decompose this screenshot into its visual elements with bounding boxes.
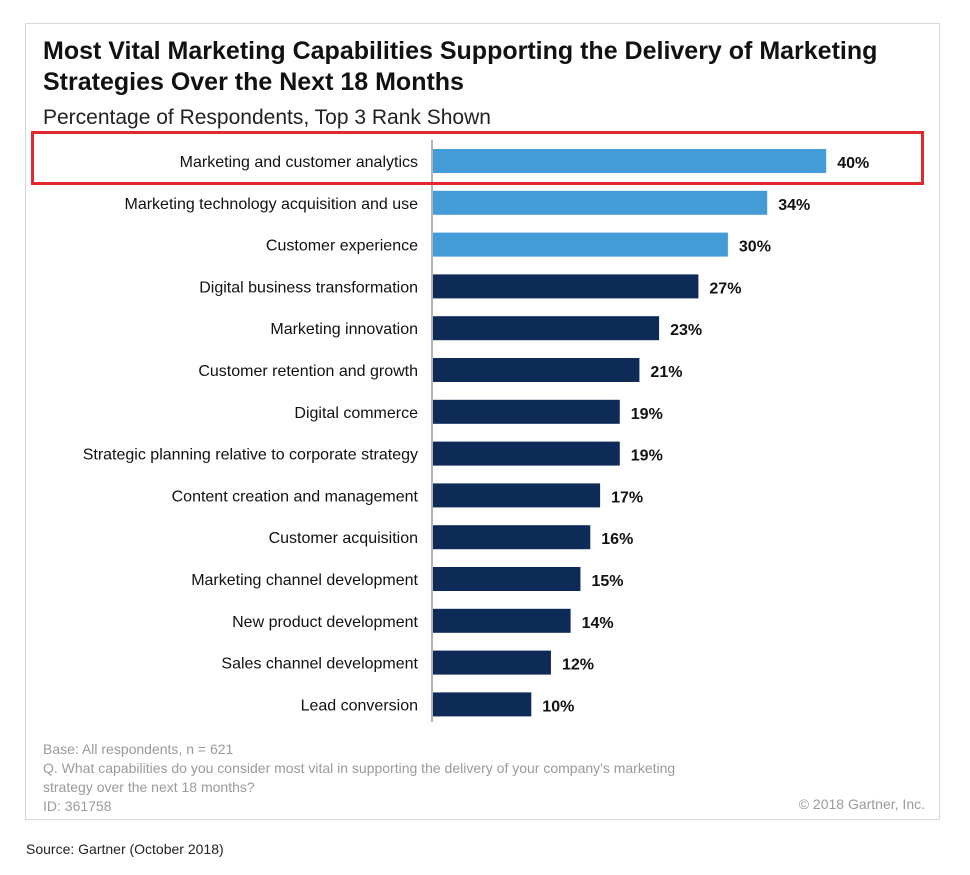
bar bbox=[433, 399, 620, 424]
question-line-2: strategy over the next 18 months? bbox=[43, 779, 255, 795]
bar bbox=[433, 232, 728, 257]
value-label: 14% bbox=[582, 615, 614, 632]
category-label: Content creation and management bbox=[172, 488, 419, 505]
value-label: 23% bbox=[670, 322, 702, 339]
bar bbox=[433, 650, 551, 675]
bar bbox=[433, 441, 620, 466]
value-label: 12% bbox=[562, 657, 594, 674]
category-label: Marketing technology acquisition and use bbox=[124, 196, 418, 213]
value-label: 10% bbox=[542, 698, 574, 715]
bar bbox=[433, 483, 601, 508]
value-label: 15% bbox=[591, 573, 623, 590]
value-label: 34% bbox=[778, 197, 810, 214]
value-label: 21% bbox=[650, 364, 682, 381]
category-label: Lead conversion bbox=[301, 697, 418, 714]
value-label: 27% bbox=[709, 280, 741, 297]
source-note: Source: Gartner (October 2018) bbox=[26, 841, 224, 857]
bar bbox=[433, 149, 827, 173]
value-label: 16% bbox=[601, 531, 633, 548]
bar bbox=[433, 567, 581, 591]
category-label: Customer experience bbox=[266, 238, 418, 255]
category-label: Sales channel development bbox=[221, 656, 418, 673]
bar bbox=[433, 358, 640, 382]
value-label: 19% bbox=[631, 406, 663, 423]
category-label: Customer retention and growth bbox=[198, 363, 418, 380]
chart-subtitle: Percentage of Respondents, Top 3 Rank Sh… bbox=[43, 106, 491, 129]
chart-title: Most Vital Marketing Capabilities Suppor… bbox=[43, 37, 878, 96]
bar bbox=[433, 525, 591, 550]
category-label: Marketing and customer analytics bbox=[180, 154, 418, 171]
category-label: Digital business transformation bbox=[199, 279, 418, 296]
value-label: 17% bbox=[611, 489, 643, 506]
value-label: 30% bbox=[739, 239, 771, 256]
question-line-1: Q. What capabilities do you consider mos… bbox=[43, 760, 676, 776]
bar bbox=[433, 190, 768, 215]
category-label: Marketing channel development bbox=[191, 572, 418, 589]
copyright: © 2018 Gartner, Inc. bbox=[798, 796, 925, 812]
category-label: Strategic planning relative to corporate… bbox=[83, 447, 418, 464]
highlight-box bbox=[31, 131, 924, 185]
category-label: Digital commerce bbox=[294, 405, 418, 422]
chart-id: ID: 361758 bbox=[43, 798, 112, 814]
bar bbox=[433, 608, 571, 633]
base-note: Base: All respondents, n = 621 bbox=[43, 741, 234, 757]
bar bbox=[433, 274, 699, 299]
category-label: Marketing innovation bbox=[270, 321, 418, 338]
category-label: Customer acquisition bbox=[269, 530, 418, 547]
value-label: 19% bbox=[631, 448, 663, 465]
bar bbox=[433, 316, 660, 341]
value-label: 40% bbox=[837, 155, 869, 172]
chart-footer: Base: All respondents, n = 621 Q. What c… bbox=[43, 740, 675, 816]
category-label: New product development bbox=[232, 614, 418, 631]
bar bbox=[433, 692, 532, 717]
